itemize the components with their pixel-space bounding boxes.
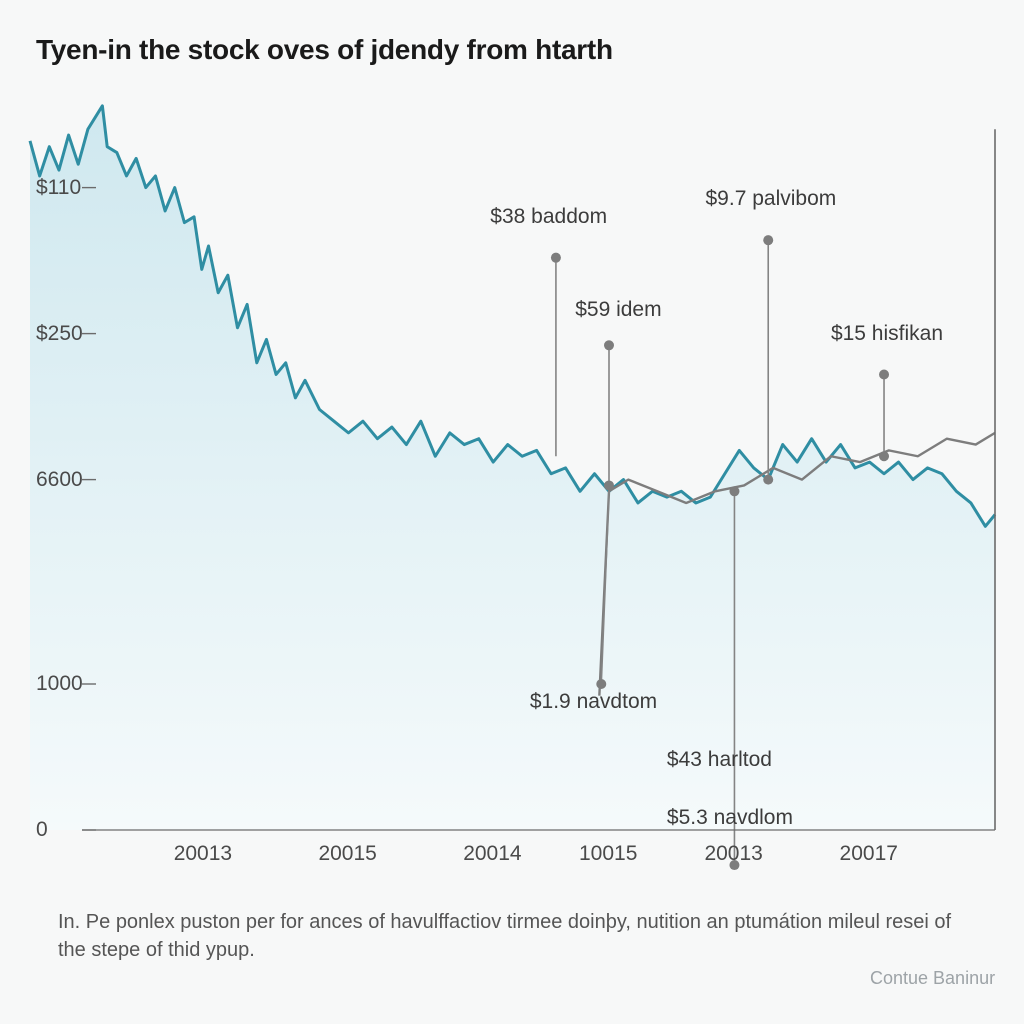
annotation-label: $1.9 navdtom [530, 690, 657, 714]
chart-container: Tyen-in the stock oves of jdendy from ht… [0, 0, 1024, 1024]
annotation-label: $38 baddom [490, 205, 607, 229]
x-tick-label: 20013 [174, 842, 232, 866]
x-tick-label: 20017 [840, 842, 898, 866]
annotation-label: $59 idem [575, 298, 661, 322]
x-tick-label: 10015 [579, 842, 637, 866]
annotation-label: $43 harltod [667, 748, 772, 772]
x-tick-label: 20015 [318, 842, 376, 866]
annotation-label: $9.7 palvibom [706, 187, 837, 211]
annotation-marker [596, 679, 606, 689]
annotation-marker [604, 340, 614, 350]
x-tick-label: 20013 [704, 842, 762, 866]
x-tick-label: 20014 [463, 842, 521, 866]
annotation-anchor-marker [604, 480, 614, 490]
chart-svg [0, 0, 1024, 1024]
annotation-anchor-marker [763, 475, 773, 485]
y-tick-label: 1000 [36, 672, 83, 696]
y-tick-label: $110 [36, 176, 81, 200]
credit-text: Contue Baninur [870, 968, 995, 989]
annotation-label: $15 hisfikan [831, 322, 943, 346]
annotation-anchor-marker [729, 486, 739, 496]
y-tick-label: 0 [36, 818, 48, 842]
annotation-label: $5.3 navdlom [667, 806, 793, 830]
footnote-text: In. Pe ponlex puston per for ances of ha… [58, 908, 978, 964]
annotation-anchor-marker [879, 451, 889, 461]
annotation-marker [879, 369, 889, 379]
y-tick-label: 6600 [36, 468, 83, 492]
annotation-marker [763, 235, 773, 245]
annotation-marker [551, 253, 561, 263]
y-tick-label: $250 [36, 322, 83, 346]
